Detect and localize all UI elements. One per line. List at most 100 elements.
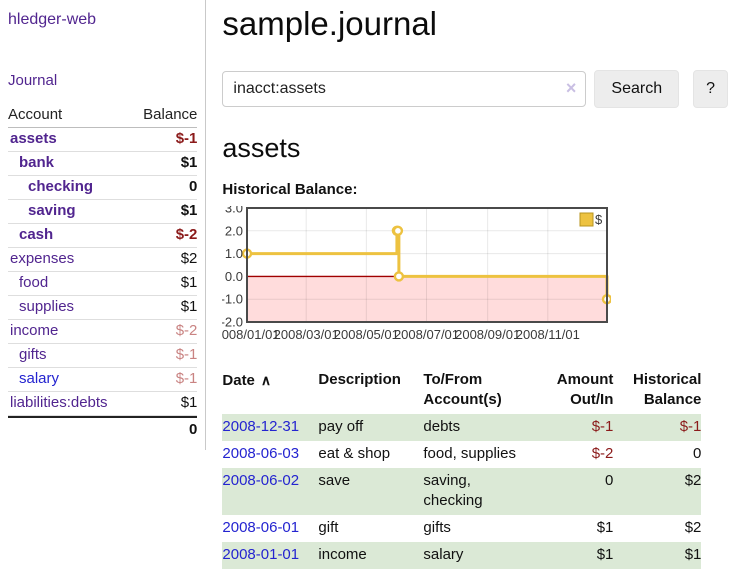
svg-text:2008/07/01: 2008/07/01 [394, 327, 459, 342]
account-link-food[interactable]: food [19, 274, 49, 291]
account-link-gifts[interactable]: gifts [19, 346, 47, 363]
cell-to-from-accounts: debts [423, 414, 544, 441]
account-balance: $1 [130, 152, 198, 176]
accounts-table: Account Balance assets $-1 bank $1 checking 0… [8, 104, 198, 442]
svg-text:-2.0: -2.0 [222, 315, 243, 330]
search-input[interactable] [222, 71, 587, 107]
svg-text:-1.0: -1.0 [222, 292, 243, 307]
cell-historical-balance: $-1 [613, 414, 702, 441]
page-title: sample.journal [222, 5, 438, 42]
cell-amount: $-1 [543, 414, 614, 441]
account-link-cash[interactable]: cash [19, 226, 54, 243]
account-row: saving $1 [8, 200, 198, 224]
svg-text:3.0: 3.0 [225, 206, 243, 216]
register-row: 2008-01-01 income salary $1 $1 [222, 542, 702, 569]
account-link-salary[interactable]: salary [19, 370, 60, 387]
account-link-bank[interactable]: bank [19, 154, 55, 171]
sidebar: hledger-web Journal Account Balance asse… [0, 0, 207, 450]
account-balance: $-1 [130, 344, 198, 368]
account-row: cash $-2 [8, 224, 198, 248]
nav-journal-link[interactable]: Journal [8, 72, 58, 89]
cell-amount: 0 [543, 468, 614, 515]
svg-text:2008/01/01: 2008/01/01 [222, 327, 280, 342]
cell-to-from-accounts: gifts [423, 519, 451, 536]
account-balance: $-2 [130, 224, 198, 248]
cell-historical-balance: 0 [693, 445, 702, 462]
brand-link[interactable]: hledger-web [8, 11, 97, 28]
account-row: liabilities:debts $1 [8, 392, 198, 416]
register-header-description[interactable]: Description [318, 371, 401, 388]
transaction-date-link[interactable]: 2008-01-01 [222, 546, 300, 563]
account-row: salary $-1 [8, 368, 198, 392]
chart-legend: $ [579, 212, 603, 227]
cell-description: pay off [318, 414, 424, 441]
cell-amount: $1 [543, 542, 614, 569]
accounts-header-balance: Balance [130, 104, 198, 128]
svg-text:2008/09/01: 2008/09/01 [456, 327, 521, 342]
register-header-amount[interactable]: Amount Out/In [556, 371, 614, 408]
account-link-saving[interactable]: saving [28, 202, 76, 219]
account-balance: $2 [130, 248, 198, 272]
register-header-date[interactable]: Date ∧ [222, 372, 272, 389]
hledger-web-app: hledger-web Journal Account Balance asse… [0, 0, 742, 569]
account-balance: $1 [130, 272, 198, 296]
account-balance: $-2 [130, 320, 198, 344]
search-box: × [222, 71, 587, 107]
account-row: bank $1 [8, 152, 198, 176]
account-heading: assets [222, 133, 301, 163]
register-table: Date ∧ Description To/From Account(s) Amount O… [222, 365, 702, 569]
account-balance: $-1 [130, 368, 198, 392]
account-row: assets $-1 [8, 128, 198, 152]
account-row: expenses $2 [8, 248, 198, 272]
account-link-income[interactable]: income [10, 322, 59, 339]
svg-text:2.0: 2.0 [225, 223, 243, 238]
main-content: sample.journal × Search ? assets Histori… [206, 0, 742, 569]
search-button[interactable]: Search [594, 70, 680, 108]
account-row: gifts $-1 [8, 344, 198, 368]
cell-amount: $-2 [591, 445, 614, 462]
cell-description: save [318, 468, 424, 515]
transaction-date-link[interactable]: 2008-12-31 [222, 418, 300, 435]
svg-text:2008/03/01: 2008/03/01 [274, 327, 339, 342]
register-header-historical[interactable]: Historical Balance [633, 371, 702, 408]
svg-text:2008/11/01: 2008/11/01 [516, 327, 580, 342]
cell-to-from-accounts: food, supplies [423, 445, 516, 462]
help-button[interactable]: ? [693, 70, 728, 108]
account-link-supplies[interactable]: supplies [19, 298, 75, 315]
account-balance: $1 [130, 200, 198, 224]
svg-text:0.0: 0.0 [225, 269, 243, 284]
accounts-total-balance: 0 [130, 416, 198, 442]
svg-text:$: $ [595, 212, 603, 227]
balance-chart[interactable]: $3.0 2.0 1.0 0.0 -1.0 -2.02008/01/012008/03/0… [215, 201, 728, 353]
svg-text:1.0: 1.0 [225, 246, 243, 261]
cell-to-from-accounts: salary [423, 542, 544, 569]
register-row: 2008-06-03 eat & shop food, supplies $-2 0 [222, 441, 701, 468]
account-balance: 0 [130, 176, 198, 200]
account-link-assets[interactable]: assets [10, 130, 57, 147]
svg-text:2008/05/01: 2008/05/01 [334, 327, 399, 342]
register-row: 2008-12-31 pay off debts $-1 $-1 [222, 414, 702, 441]
cell-historical-balance: $1 [613, 542, 702, 569]
transaction-date-link[interactable]: 2008-06-02 [222, 472, 300, 489]
account-link-expenses[interactable]: expenses [10, 250, 75, 267]
accounts-header-account: Account [8, 104, 131, 128]
account-balance: $1 [130, 296, 198, 320]
cell-description: income [318, 542, 424, 569]
account-link-checking[interactable]: checking [28, 178, 94, 195]
account-balance: $1 [130, 392, 198, 416]
transaction-date-link[interactable]: 2008-06-01 [222, 519, 300, 536]
cell-historical-balance: $2 [613, 468, 702, 515]
register-header-to-from[interactable]: To/From Account(s) [423, 371, 502, 408]
clear-search-icon[interactable]: × [565, 78, 577, 98]
account-link-liabilities-debts[interactable]: liabilities:debts [10, 394, 108, 411]
search-form: × Search ? [222, 70, 728, 108]
transaction-date-link[interactable]: 2008-06-03 [222, 445, 300, 462]
cell-description: gift [318, 519, 339, 536]
cell-historical-balance: $2 [684, 519, 702, 536]
cell-to-from-accounts: saving, checking [423, 468, 544, 515]
account-row: food $1 [8, 272, 198, 296]
account-row: income $-2 [8, 320, 198, 344]
register-row: 2008-06-02 save saving, checking 0 $2 [222, 468, 702, 515]
cell-description: eat & shop [318, 445, 391, 462]
account-balance: $-1 [130, 128, 198, 152]
